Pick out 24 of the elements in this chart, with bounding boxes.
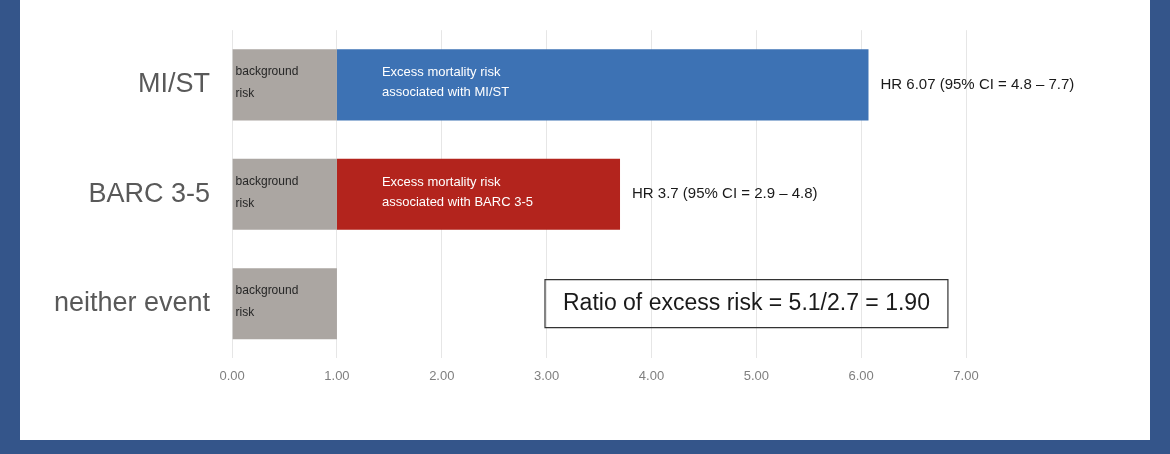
x-tick-label: 3.00 [533,367,560,383]
y-tick-label: neither event [54,287,211,318]
bar [336,49,869,121]
data-label: Excess mortality risk associated with MI/ST [381,64,510,100]
x-tick-label: 2.00 [429,367,455,383]
data-label: background risk [235,173,299,210]
y-tick-label: BARC 3-5 [88,177,211,208]
x-tick-label: 7.00 [953,367,979,383]
annotation: HR 3.7 (95% CI = 2.9 – 4.8) [632,184,818,202]
bar [232,158,337,230]
x-tick-label: 1.00 [324,367,350,383]
x-tick-label: 5.00 [743,367,769,383]
data-label: background risk [235,283,299,320]
bar [232,268,337,340]
x-tick-label: 6.00 [848,367,874,383]
data-label: Excess mortality risk associated with BARC 3-5 [381,173,533,209]
data-label: background risk [235,64,299,101]
annotation: Ratio of excess risk = 5.1/2.7 = 1.90 [563,289,930,316]
y-tick-label: MI/ST [138,68,211,99]
bar [232,49,337,121]
x-tick-label: 0.00 [219,367,245,383]
annotation: HR 6.07 (95% CI = 4.8 – 7.7) [880,75,1075,93]
bar [336,158,621,230]
x-tick-label: 4.00 [638,367,665,383]
